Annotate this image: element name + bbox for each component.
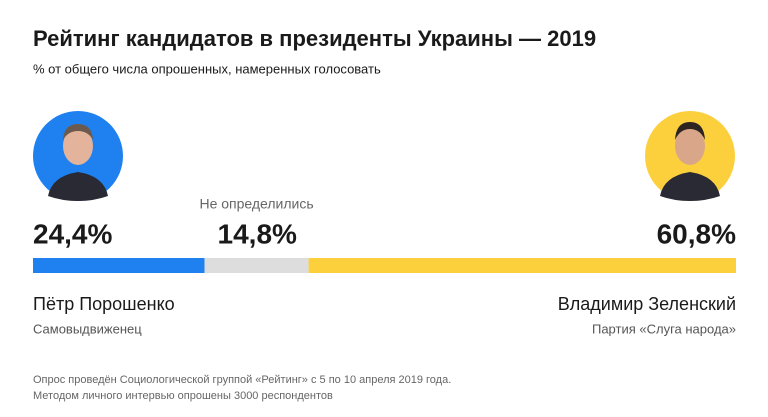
chart-subtitle: % от общего числа опрошенных, намеренных… (33, 61, 381, 76)
segment-name: Не определились (199, 196, 313, 212)
footnote: Опрос проведён Социологической группой «… (33, 374, 451, 386)
portrait-left (33, 111, 123, 201)
candidate-name: Владимир Зеленский (558, 294, 736, 314)
candidate-name: Пётр Порошенко (33, 294, 175, 314)
chart-title: Рейтинг кандидатов в президенты Украины … (33, 26, 596, 51)
bar-segment (204, 258, 309, 273)
footnote: Методом личного интервью опрошены 3000 р… (33, 390, 333, 402)
portrait-right (645, 111, 735, 201)
bar-segment (308, 258, 736, 273)
candidate-party: Партия «Слуга народа» (592, 321, 736, 336)
value-label: 14,8% (218, 218, 297, 249)
value-label: 24,4% (33, 218, 112, 249)
bar-segment (33, 258, 205, 273)
value-label: 60,8% (657, 218, 736, 249)
candidate-party: Самовыдвиженец (33, 321, 142, 336)
